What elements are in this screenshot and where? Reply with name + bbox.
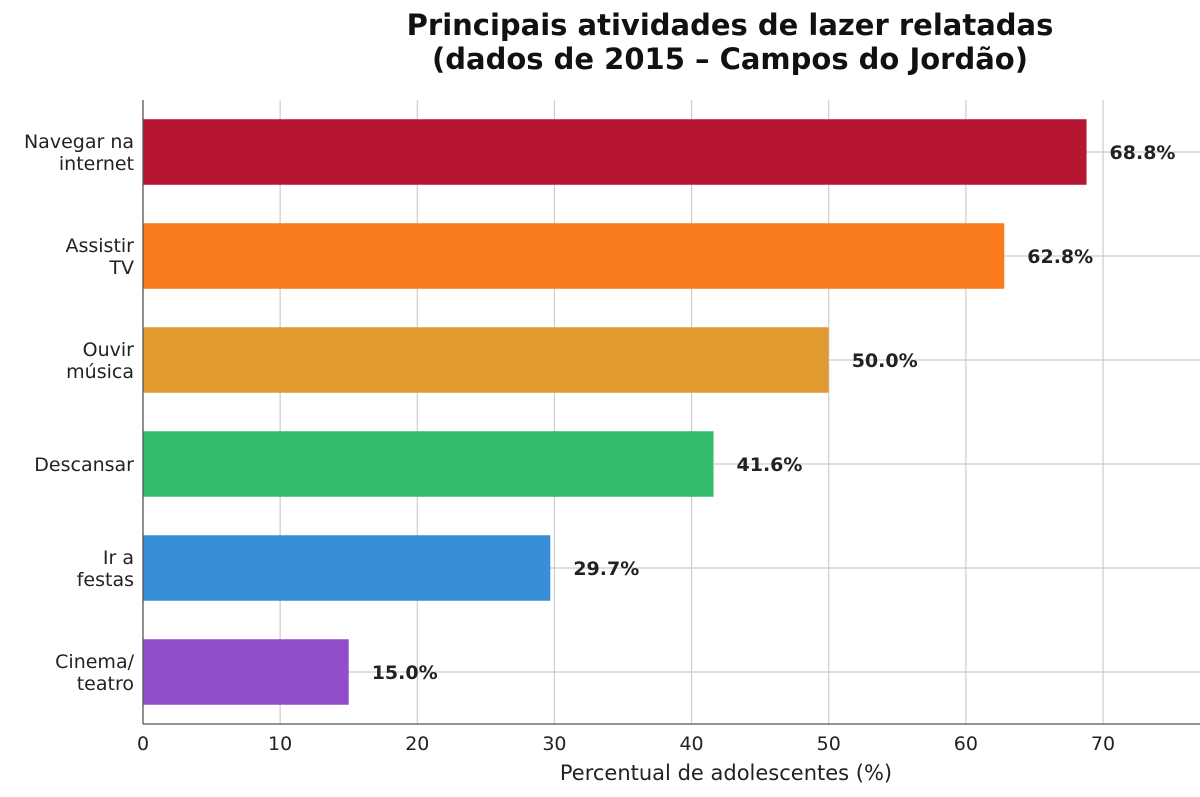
chart-subtitle-line: (dados de 2015 – Campos do Jordão) (432, 42, 1028, 76)
chart-title: Principais atividades de lazer relatadas… (330, 8, 1130, 76)
bar (143, 327, 829, 393)
x-tick-label: 60 (954, 733, 978, 755)
bar (143, 431, 714, 497)
x-tick-label: 30 (542, 733, 566, 755)
bar-value-label: 62.8% (1027, 246, 1093, 268)
category-label: Ir a festas (77, 547, 134, 591)
bar-value-label: 41.6% (737, 454, 803, 476)
category-label: Descansar (34, 454, 134, 476)
category-label: Cinema/teatro (55, 651, 134, 695)
x-tick-label: 50 (817, 733, 841, 755)
bars (143, 119, 1087, 705)
bar (143, 535, 551, 601)
x-tick-label: 0 (137, 733, 149, 755)
x-tick-label: 20 (405, 733, 429, 755)
bar (143, 119, 1087, 185)
x-tick-label: 40 (679, 733, 703, 755)
grid-lines (143, 100, 1200, 724)
bar (143, 639, 349, 705)
bar-value-label: 68.8% (1110, 142, 1176, 164)
labels: 0 10 20 30 40 50 60 70 68.8% Navegar na internet 62… (24, 131, 1175, 755)
x-tick-label: 70 (1091, 733, 1115, 755)
category-label: Ouvir música (66, 339, 134, 383)
bar-value-label: 50.0% (852, 350, 918, 372)
category-label: Navegar na internet (24, 131, 134, 175)
bar (143, 223, 1005, 289)
bar-value-label: 29.7% (573, 558, 639, 580)
axes (142, 100, 1200, 725)
category-label: Assistir TV (65, 235, 134, 279)
x-tick-label: 10 (268, 733, 292, 755)
x-axis-title: Percentual de adolescentes (%) (560, 761, 892, 785)
bar-value-label: 15.0% (372, 662, 438, 684)
chart-title-line: Principais atividades de lazer relatadas (406, 8, 1054, 42)
